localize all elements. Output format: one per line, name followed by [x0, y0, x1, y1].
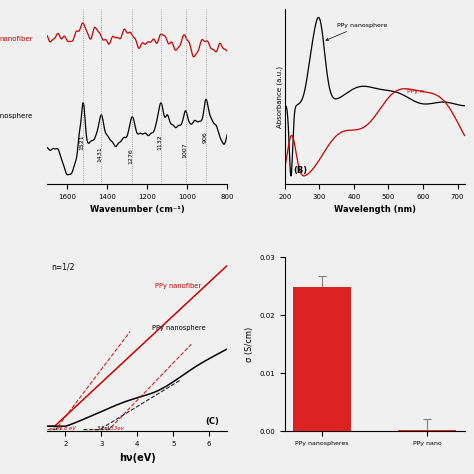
Text: nanofiber: nanofiber — [0, 36, 33, 42]
Text: ~2eV: ~2eV — [48, 427, 63, 431]
Text: PPy nanosphere: PPy nanosphere — [326, 23, 387, 40]
Bar — [293, 287, 351, 431]
Text: PPy n: PPy n — [407, 89, 424, 94]
X-axis label: Wavenumber (cm⁻¹): Wavenumber (cm⁻¹) — [90, 205, 185, 214]
Text: 1431: 1431 — [98, 146, 103, 162]
Text: 1007: 1007 — [182, 142, 187, 158]
Text: 1132: 1132 — [157, 134, 163, 150]
X-axis label: hν(eV): hν(eV) — [119, 453, 155, 463]
Text: 1.8 eV: 1.8 eV — [59, 427, 76, 431]
Text: (C): (C) — [206, 418, 219, 427]
Y-axis label: Absorbance (a.u.): Absorbance (a.u.) — [277, 65, 283, 128]
X-axis label: Wavelength (nm): Wavelength (nm) — [334, 205, 416, 214]
Bar — [398, 430, 456, 431]
Text: PPy nanofiber: PPy nanofiber — [155, 283, 201, 290]
Text: n=1/2: n=1/2 — [51, 262, 74, 271]
Text: 1276: 1276 — [129, 148, 134, 164]
Text: 906: 906 — [202, 131, 208, 143]
Y-axis label: σ (S/cm): σ (S/cm) — [245, 327, 254, 362]
Text: 1521: 1521 — [80, 134, 85, 150]
Text: nanosphere: nanosphere — [0, 112, 33, 118]
Text: 3.3ev: 3.3ev — [110, 427, 125, 431]
Text: (B): (B) — [294, 166, 308, 175]
Text: 3.1eV: 3.1eV — [97, 427, 112, 431]
Text: PPy nanosphere: PPy nanosphere — [152, 325, 205, 331]
